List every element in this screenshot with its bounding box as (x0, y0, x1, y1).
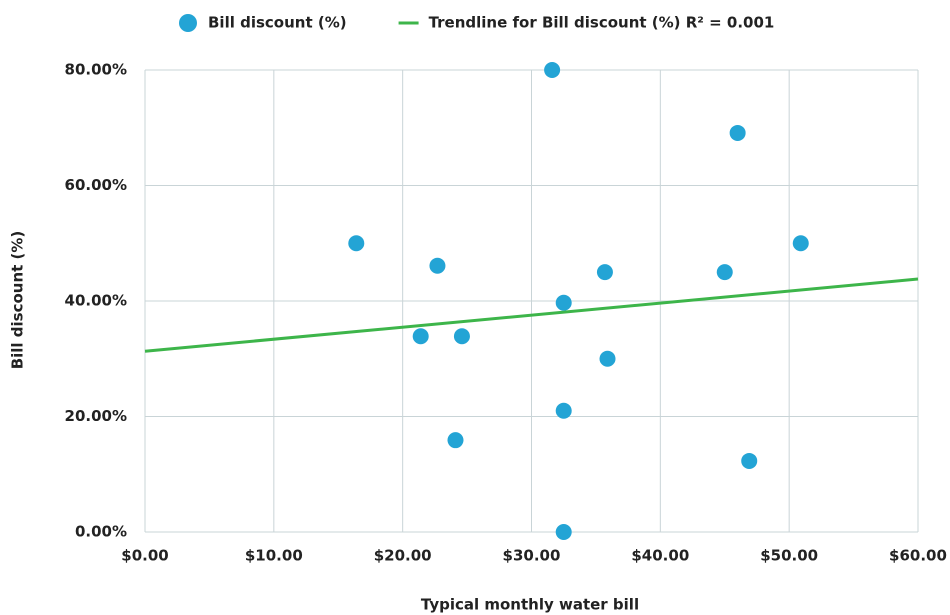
point (544, 62, 561, 78)
legend-label: Bill discount (%) (208, 14, 347, 32)
x-tick-label: $50.00 (760, 547, 818, 565)
point (729, 124, 746, 141)
point (741, 452, 758, 469)
point (792, 235, 809, 252)
legend-swatch (179, 14, 197, 32)
point (429, 257, 446, 274)
x-axis-label: Typical monthly water bill (421, 596, 639, 614)
point (716, 264, 733, 281)
y-axis-label: Bill discount (%) (9, 231, 27, 370)
point (596, 264, 613, 281)
point (412, 328, 429, 345)
point (555, 294, 572, 311)
x-tick-label: $20.00 (374, 547, 432, 565)
y-tick-label: 40.00% (65, 292, 127, 310)
x-tick-label: $30.00 (503, 547, 561, 565)
legend-label: Trendline for Bill discount (%) R² = 0.0… (429, 14, 775, 32)
point (348, 235, 365, 252)
point (453, 328, 470, 345)
x-tick-label: $0.00 (121, 547, 168, 565)
y-tick-label: 20.00% (65, 407, 127, 425)
point (447, 432, 464, 449)
y-tick-label: 60.00% (65, 176, 127, 194)
x-tick-label: $40.00 (631, 547, 689, 565)
x-tick-label: $60.00 (889, 547, 947, 565)
point (555, 402, 572, 419)
trendline (144, 277, 919, 353)
point (555, 524, 572, 540)
point (599, 350, 616, 367)
x-tick-label: $10.00 (245, 547, 303, 565)
y-tick-label: 80.00% (65, 61, 127, 79)
y-tick-label: 0.00% (75, 523, 127, 541)
